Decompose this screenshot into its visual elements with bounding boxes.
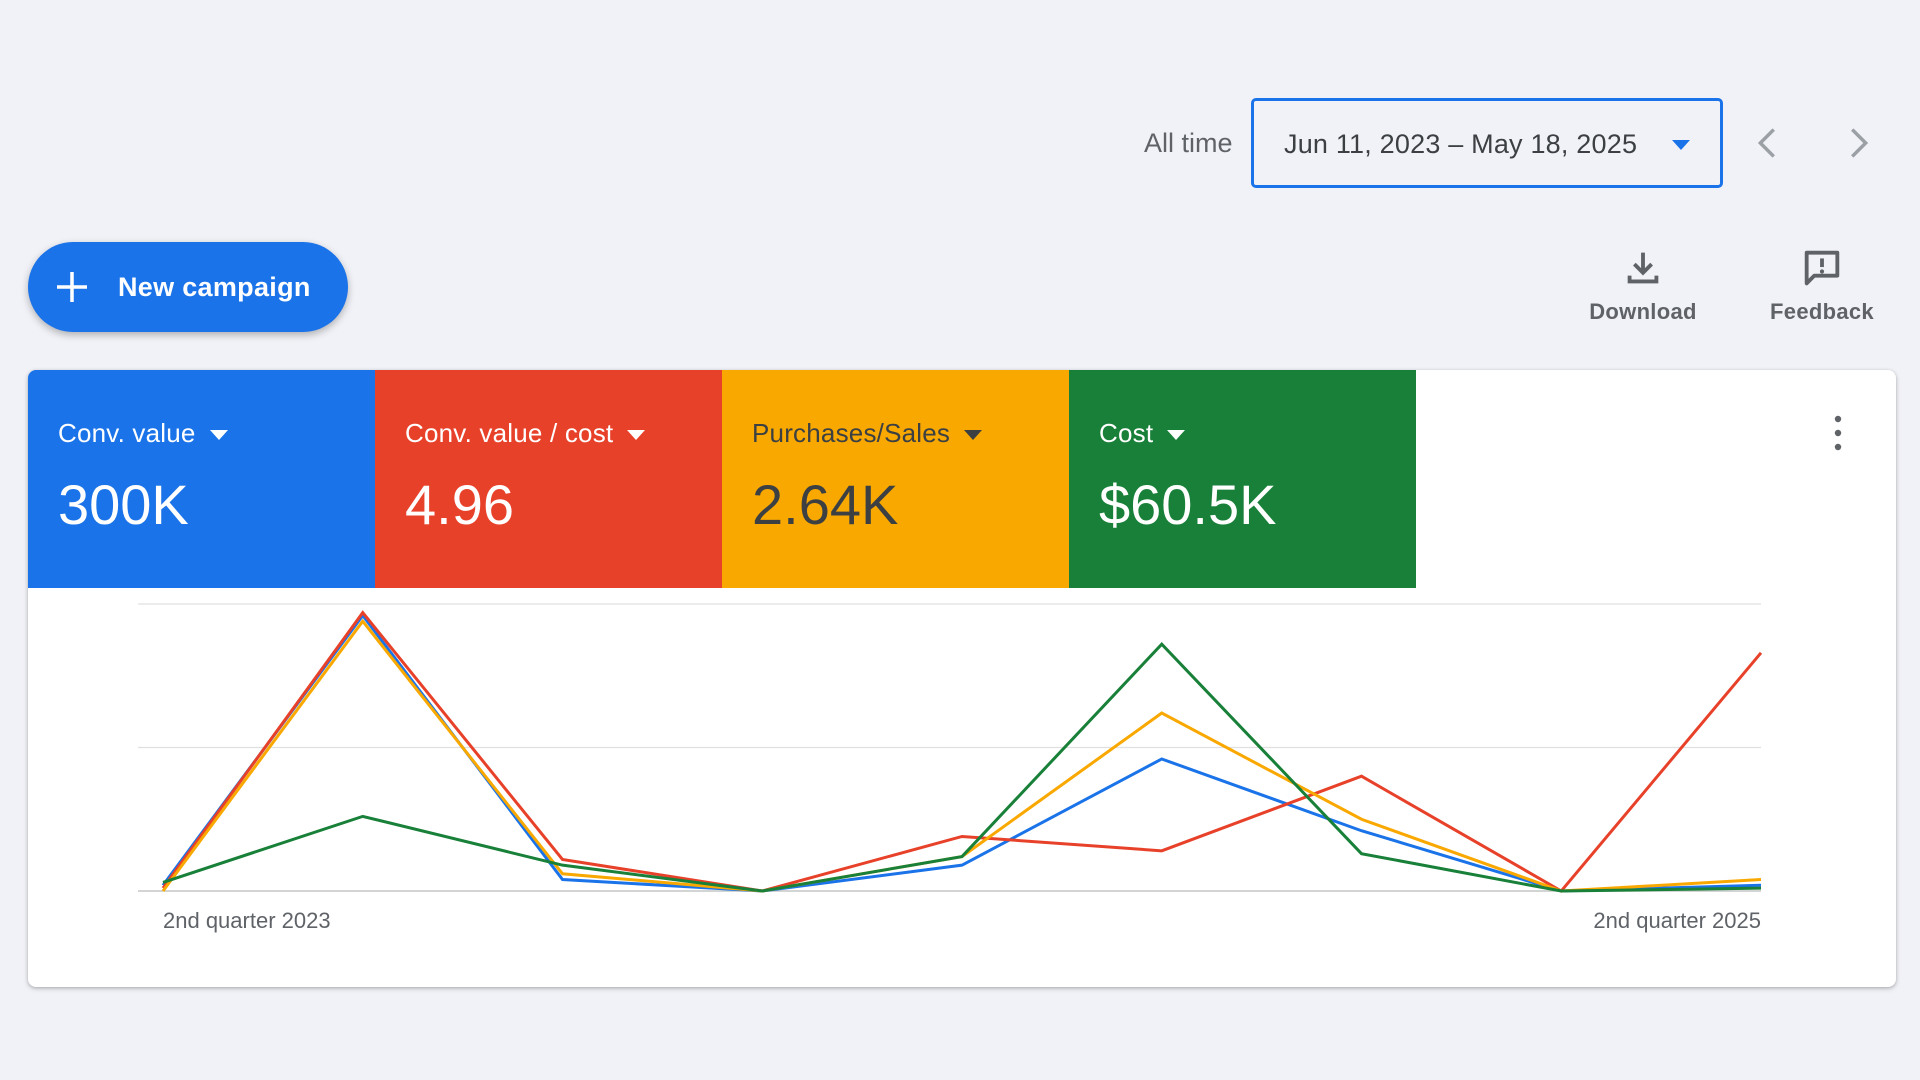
metric-value: $60.5K [1099, 473, 1277, 536]
metric-value: 4.96 [405, 473, 514, 536]
date-preset-label: All time [1144, 128, 1233, 158]
metric-label: Purchases/Sales [752, 418, 983, 449]
feedback-button[interactable]: Feedback [1752, 245, 1892, 340]
new-campaign-label: New campaign [118, 272, 311, 302]
new-campaign-button[interactable]: New campaign [28, 242, 348, 332]
date-bar: All time Jun 11, 2023 – May 18, 2025 [0, 98, 1920, 188]
performance-card: Conv. value 300K Conv. value / cost 4.96… [28, 370, 1896, 987]
download-button[interactable]: Download [1573, 245, 1713, 340]
feedback-icon [1804, 250, 1840, 286]
chevron-left-icon[interactable] [1745, 120, 1791, 166]
caret-down-icon [627, 430, 646, 441]
chart-x-tick-label: 2nd quarter 2023 [163, 908, 331, 933]
date-range-text: Jun 11, 2023 – May 18, 2025 [1284, 129, 1638, 159]
metric-tile-conv-value[interactable]: Conv. value 300K [28, 370, 375, 588]
download-icon [1627, 252, 1659, 284]
chart-x-tick-label: 2nd quarter 2025 [1593, 908, 1761, 933]
date-range-picker[interactable]: Jun 11, 2023 – May 18, 2025 [1251, 98, 1723, 188]
chart-series-line-2 [161, 610, 1763, 893]
caret-down-icon [964, 430, 983, 441]
chart-series-line-4 [162, 641, 1762, 893]
feedback-label: Feedback [1770, 299, 1874, 324]
metric-tile-conv-value-cost[interactable]: Conv. value / cost 4.96 [375, 370, 722, 588]
chart-series-line-1 [161, 612, 1762, 893]
metric-value: 300K [58, 473, 189, 536]
metric-label: Cost [1099, 418, 1186, 449]
more-vert-icon[interactable] [1828, 410, 1848, 456]
metric-label: Conv. value / cost [405, 418, 646, 449]
metric-tile-cost[interactable]: Cost $60.5K [1069, 370, 1416, 588]
caret-down-icon [209, 430, 228, 441]
metric-label: Conv. value [58, 418, 228, 449]
caret-down-icon [1672, 140, 1690, 150]
metric-value: 2.64K [752, 473, 899, 536]
caret-down-icon [1167, 430, 1186, 441]
performance-line-chart: 2nd quarter 2023 2nd quarter 2025 [138, 603, 1763, 933]
chevron-right-icon[interactable] [1835, 120, 1881, 166]
download-label: Download [1589, 299, 1697, 324]
plus-icon [57, 272, 87, 302]
metric-tile-purchases-sales[interactable]: Purchases/Sales 2.64K [722, 370, 1069, 588]
